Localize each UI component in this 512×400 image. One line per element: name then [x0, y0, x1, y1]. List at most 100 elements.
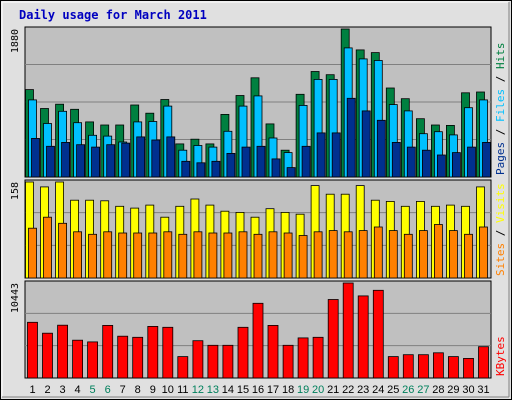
kbytes-bar-day-6: [102, 324, 114, 379]
pages-bar-day-29: [451, 152, 461, 178]
day-label-21: 21: [327, 384, 339, 396]
day-label-15: 15: [237, 384, 249, 396]
label-pages: Pages: [494, 142, 507, 175]
sites-bar-day-12: [193, 231, 203, 279]
sites-bar-day-19: [298, 235, 308, 279]
kbytes-bar-day-25: [387, 356, 399, 379]
sites-bar-day-3: [58, 222, 67, 279]
kbytes-bar-day-1: [27, 321, 38, 379]
day-label-17: 17: [267, 384, 279, 396]
day-label-7: 7: [120, 384, 126, 396]
pages-bar-day-12: [196, 162, 206, 178]
sites-bar-day-29: [448, 230, 458, 279]
day-label-29: 29: [447, 384, 459, 396]
kbytes-bar-day-17: [267, 324, 279, 379]
sites-bar-day-24: [373, 226, 383, 279]
kbytes-bar-day-15: [237, 326, 249, 379]
kbytes-bar-day-27: [417, 354, 429, 379]
sites-bar-day-8: [133, 232, 143, 279]
label-sites: Sites: [494, 243, 507, 276]
kbytes-bar-day-29: [447, 356, 459, 379]
pages-bar-day-22: [346, 97, 356, 178]
kbytes-bar-day-23: [357, 295, 369, 379]
sites-bar-day-26: [403, 233, 413, 279]
sites-bar-day-17: [268, 231, 278, 279]
kbytes-bar-day-20: [312, 336, 324, 379]
kbytes-bar-day-22: [342, 282, 354, 379]
kbytes-bar-day-19: [297, 337, 309, 379]
day-label-22: 22: [342, 384, 354, 396]
sites-bar-day-4: [73, 231, 82, 279]
pages-bar-day-18: [286, 167, 296, 178]
sites-bar-day-18: [283, 232, 293, 279]
series-label-hits-files-pages: Pages / Files / Hits: [494, 43, 507, 176]
pages-bar-day-15: [241, 146, 251, 178]
day-label-26: 26: [402, 384, 414, 396]
day-label-8: 8: [135, 384, 141, 396]
day-label-2: 2: [44, 384, 50, 396]
pages-bar-day-2: [46, 145, 55, 178]
panel-hits-files-pages: 1880 Pages / Files / Hits: [10, 26, 507, 178]
sites-bar-day-2: [43, 216, 52, 279]
sites-bar-day-6: [103, 231, 113, 279]
label-files: Files: [494, 89, 507, 122]
pages-bar-day-9: [151, 139, 161, 178]
sites-bar-day-15: [238, 231, 248, 279]
kbytes-bar-day-16: [252, 302, 264, 379]
sites-bar-day-22: [343, 231, 353, 279]
label-divider: /: [494, 223, 507, 243]
pages-bar-day-24: [376, 119, 386, 178]
panel-kbytes: 10443 KBytes: [10, 280, 507, 379]
kbytes-bar-day-9: [147, 325, 159, 379]
kbytes-bar-day-30: [463, 357, 474, 379]
pages-bar-day-16: [256, 145, 266, 178]
pages-bar-day-7: [121, 142, 131, 178]
series-label-kbytes: KBytes: [494, 336, 507, 376]
day-label-16: 16: [252, 384, 264, 396]
day-label-24: 24: [372, 384, 384, 396]
day-label-28: 28: [432, 384, 444, 396]
sites-bar-day-9: [148, 232, 158, 279]
series-label-visits-sites: Sites / Visits: [494, 183, 507, 276]
pages-bar-day-31: [482, 141, 491, 178]
kbytes-bar-day-2: [42, 332, 53, 379]
label-divider: /: [494, 122, 507, 142]
y-max-label: 158: [10, 182, 21, 200]
sites-bar-day-16: [253, 233, 263, 279]
kbytes-bar-day-8: [132, 336, 144, 379]
kbytes-bar-day-4: [72, 339, 83, 379]
day-label-9: 9: [150, 384, 156, 396]
pages-bar-day-30: [467, 146, 476, 178]
kbytes-bar-day-7: [117, 335, 129, 379]
pages-bar-day-3: [61, 141, 70, 178]
sites-bar-day-23: [358, 230, 368, 279]
day-label-11: 11: [177, 384, 188, 396]
kbytes-bar-day-10: [162, 326, 174, 379]
pages-bar-day-11: [181, 160, 191, 178]
label-kbytes: KBytes: [494, 336, 507, 376]
day-label-5: 5: [90, 384, 96, 396]
chart-title: Daily usage for March 2011: [19, 8, 207, 22]
kbytes-bar-day-21: [327, 299, 339, 379]
label-visits: Visits: [494, 183, 507, 223]
kbytes-bar-day-26: [402, 354, 414, 379]
pages-bar-day-27: [421, 149, 431, 178]
kbytes-bar-day-13: [207, 344, 219, 379]
pages-bar-day-28: [436, 154, 446, 178]
pages-bar-day-13: [211, 160, 221, 178]
day-label-3: 3: [60, 384, 66, 396]
day-label-14: 14: [222, 384, 234, 396]
pages-bar-day-23: [361, 110, 371, 178]
chart-panels: 1880 Pages / Files / Hits 158 Sites / Visit…: [10, 26, 507, 379]
day-label-31: 31: [477, 384, 489, 396]
pages-bar-day-10: [166, 136, 176, 178]
kbytes-bar-day-24: [372, 289, 384, 379]
day-labels: 1 2 3 4 5 6 7 8 9 10 11 12 13 14 15 16 17 18 19 20 21 22 23 24 2…: [29, 384, 489, 396]
day-label-20: 20: [312, 384, 324, 396]
sites-bar-day-5: [88, 233, 97, 279]
kbytes-bar-day-12: [192, 340, 204, 379]
kbytes-bar-day-11: [177, 356, 189, 379]
kbytes-bar-day-31: [478, 346, 489, 379]
day-label-27: 27: [417, 384, 429, 396]
